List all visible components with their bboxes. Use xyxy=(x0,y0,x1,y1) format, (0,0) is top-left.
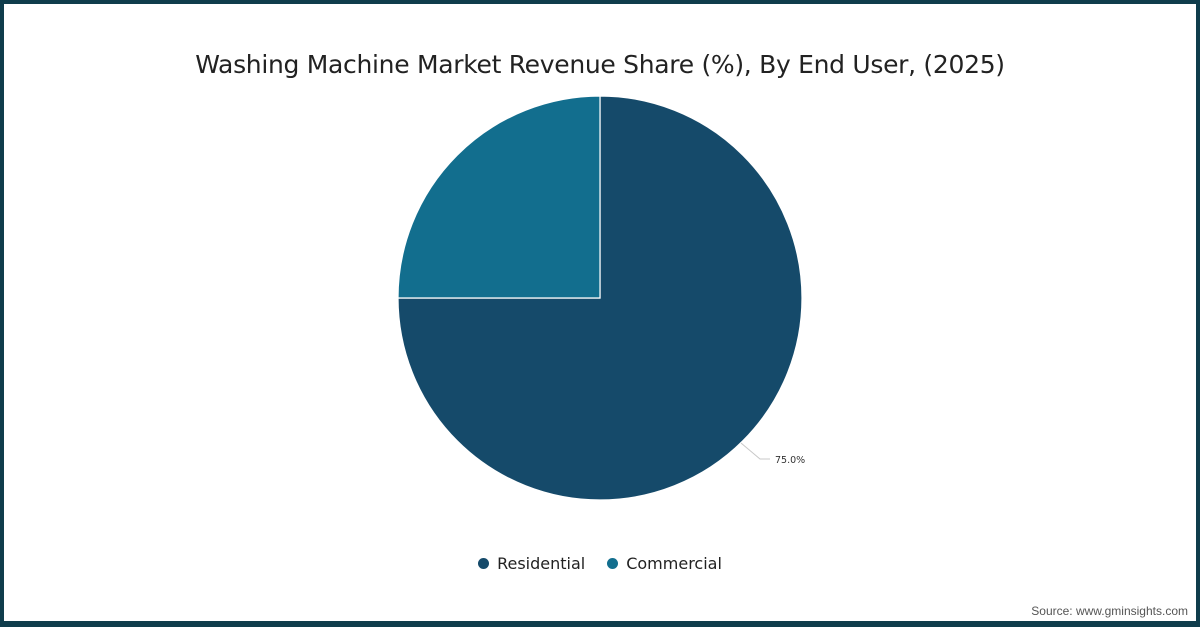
pie-slice-commercial[interactable] xyxy=(397,95,601,299)
legend-dot-commercial-icon xyxy=(607,558,619,569)
legend-dot-residential-icon xyxy=(478,558,490,569)
chart-title: Washing Machine Market Revenue Share (%)… xyxy=(195,50,1005,79)
legend-item-residential[interactable]: Residential xyxy=(478,554,585,573)
pie-slices xyxy=(397,95,803,501)
source-credit: Source: www.gminsights.com xyxy=(1031,604,1188,618)
chart-legend: Residential Commercial xyxy=(0,554,1200,573)
residential-leader-line xyxy=(740,442,770,460)
legend-item-commercial[interactable]: Commercial xyxy=(607,554,722,573)
residential-data-label: 75.0% xyxy=(775,455,805,466)
legend-label-residential: Residential xyxy=(497,554,586,573)
legend-label-commercial: Commercial xyxy=(626,554,722,573)
